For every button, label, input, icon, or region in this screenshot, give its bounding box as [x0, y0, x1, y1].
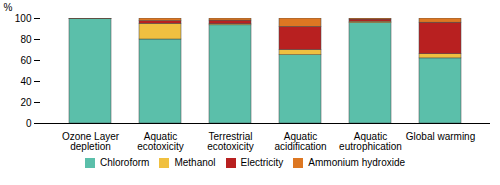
svg-text:Global warming: Global warming [406, 131, 475, 142]
html-text:Electricity: Electricity [240, 157, 284, 168]
svg-text:Aquaticeutrophication: Aquaticeutrophication [339, 131, 402, 152]
html-text:Ammonium hydroxide: Ammonium hydroxide [308, 157, 406, 168]
svg-text:Ozone Layerdepletion: Ozone Layerdepletion [62, 131, 120, 152]
html-text:Chloroform: Chloroform [99, 157, 150, 168]
svg-text:Aquaticecotoxicity: Aquaticecotoxicity [137, 131, 184, 152]
html-text:Methanol: Methanol [174, 157, 216, 168]
svg-text:Terrestrialecotoxicity: Terrestrialecotoxicity [207, 131, 254, 152]
svg-text:Aquaticacidification: Aquaticacidification [274, 131, 326, 152]
svg-text:20: 20 [20, 97, 32, 108]
svg-text:40: 40 [20, 76, 32, 87]
svg-text:80: 80 [20, 34, 32, 45]
svg-text:100: 100 [15, 13, 32, 24]
svg-text:0: 0 [26, 118, 32, 129]
svg-text:60: 60 [20, 55, 32, 66]
svg-text:%: % [4, 2, 13, 13]
